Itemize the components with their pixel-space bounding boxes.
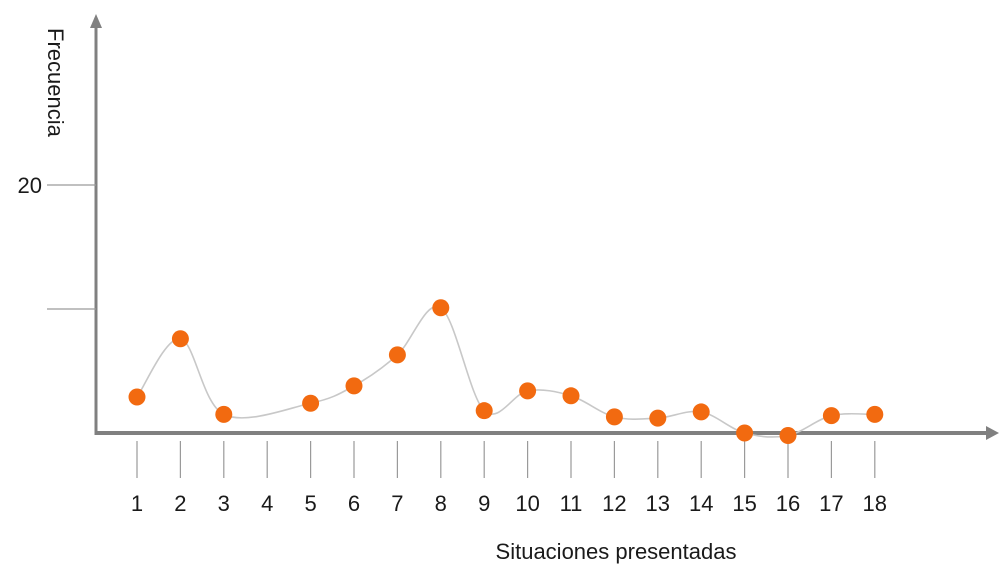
axes — [90, 14, 999, 440]
x-tick-label: 7 — [391, 491, 403, 516]
x-tick-label: 17 — [819, 491, 843, 516]
x-tick-label: 8 — [435, 491, 447, 516]
data-point — [128, 388, 146, 406]
data-markers — [128, 299, 884, 444]
y-axis-arrowhead — [90, 14, 102, 28]
x-tick-label: 18 — [863, 491, 887, 516]
data-point — [562, 387, 580, 405]
data-point — [215, 405, 233, 423]
x-tick-label: 14 — [689, 491, 713, 516]
data-point — [779, 426, 797, 444]
data-point — [345, 377, 363, 395]
x-tick-label: 2 — [174, 491, 186, 516]
x-tick-label: 3 — [218, 491, 230, 516]
data-point — [519, 382, 537, 400]
data-point — [649, 409, 667, 427]
x-tick-label: 10 — [515, 491, 539, 516]
y-axis-title: Frecuencia — [43, 28, 68, 138]
data-point — [866, 405, 884, 423]
x-tick-label: 13 — [646, 491, 670, 516]
x-tick-label: 5 — [304, 491, 316, 516]
x-axis-title: Situaciones presentadas — [496, 539, 737, 564]
data-point — [605, 408, 623, 426]
x-tick-label: 16 — [776, 491, 800, 516]
data-point — [171, 330, 189, 348]
data-point — [302, 394, 320, 412]
x-tick-label: 6 — [348, 491, 360, 516]
x-tick-label: 4 — [261, 491, 273, 516]
series-line — [136, 305, 875, 438]
data-point — [736, 424, 754, 442]
data-point — [692, 403, 710, 421]
y-tick-label: 20 — [18, 173, 42, 198]
data-point — [822, 407, 840, 425]
x-tick-label: 12 — [602, 491, 626, 516]
x-tick-label: 15 — [732, 491, 756, 516]
data-point — [475, 402, 493, 420]
x-ticks: 1 2 3 4 5 6 7 8 9 10 11 12 13 14 15 16 17 18 — [131, 441, 887, 516]
data-point — [432, 299, 450, 317]
x-tick-label: 9 — [478, 491, 490, 516]
x-tick-label: 1 — [131, 491, 143, 516]
y-ticks: 20 — [18, 173, 96, 310]
x-tick-label: 11 — [560, 491, 583, 516]
x-axis-arrowhead — [986, 426, 999, 440]
data-point — [388, 346, 406, 364]
